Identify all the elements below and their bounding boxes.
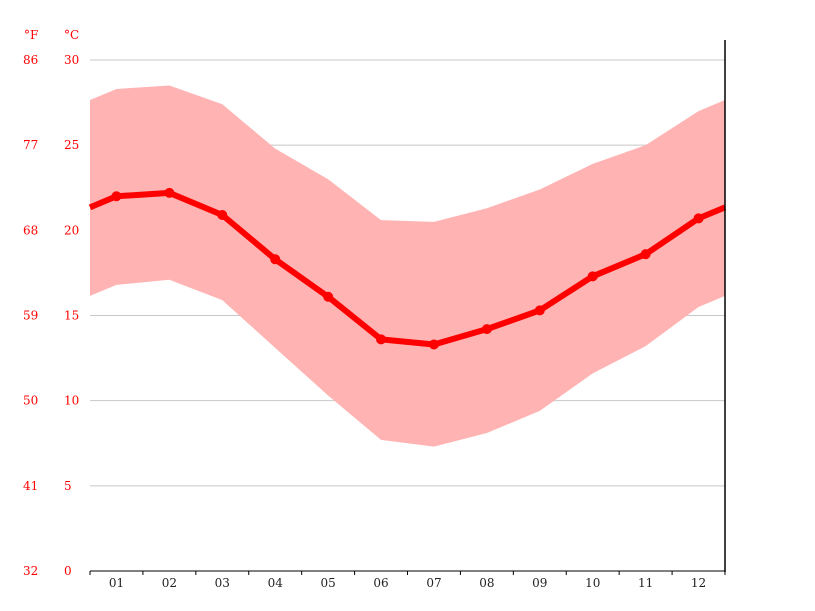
fahrenheit-tick-label: 68 xyxy=(23,223,38,237)
celsius-unit-label: °C xyxy=(64,28,79,42)
month-label: 11 xyxy=(638,576,653,590)
month-label: 03 xyxy=(215,576,230,590)
data-point-marker xyxy=(534,305,545,316)
data-point-marker xyxy=(376,334,387,345)
data-point-marker xyxy=(164,187,175,198)
x-axis-ticks xyxy=(89,571,726,575)
month-label: 06 xyxy=(373,576,388,590)
data-point-marker xyxy=(481,324,492,335)
fahrenheit-tick-label: 32 xyxy=(23,564,38,578)
data-point-marker xyxy=(428,339,439,350)
data-point-marker xyxy=(270,254,281,265)
data-point-marker xyxy=(587,271,598,282)
celsius-tick-label: 0 xyxy=(64,564,72,578)
celsius-tick-label: 10 xyxy=(64,394,79,408)
fahrenheit-tick-label: 50 xyxy=(23,394,38,408)
month-label: 09 xyxy=(532,576,547,590)
data-point-marker xyxy=(693,213,704,224)
min-max-temperature-band xyxy=(90,85,725,447)
month-label: 02 xyxy=(162,576,177,590)
month-label: 12 xyxy=(691,576,706,590)
data-point-marker xyxy=(323,291,334,302)
month-label: 10 xyxy=(585,576,600,590)
celsius-tick-label: 30 xyxy=(64,53,79,67)
month-label: 01 xyxy=(109,576,124,590)
celsius-tick-label: 15 xyxy=(64,309,79,323)
average-temperature-line xyxy=(88,189,727,348)
fahrenheit-tick-label: 86 xyxy=(23,53,38,67)
fahrenheit-tick-label: 59 xyxy=(23,309,38,323)
average-temperature-markers xyxy=(111,187,704,350)
month-label: 08 xyxy=(479,576,494,590)
data-point-marker xyxy=(111,191,122,202)
fahrenheit-unit-label: °F xyxy=(24,28,38,42)
month-label: 04 xyxy=(268,576,284,590)
celsius-tick-label: 20 xyxy=(64,223,79,237)
data-point-marker xyxy=(217,210,228,221)
fahrenheit-tick-label: 77 xyxy=(23,138,38,152)
fahrenheit-tick-label: 41 xyxy=(23,479,38,493)
data-point-marker xyxy=(640,249,651,260)
celsius-tick-label: 5 xyxy=(64,479,72,493)
x-axis-labels: 01 02 03 04 05 06 07 08 09 10 11 12 xyxy=(109,576,706,590)
month-label: 05 xyxy=(320,576,335,590)
y-axis-labels: 32 0 41 5 50 10 59 15 68 20 77 25 86 30 xyxy=(23,53,79,578)
celsius-tick-label: 25 xyxy=(64,138,79,152)
month-label: 07 xyxy=(426,576,441,590)
